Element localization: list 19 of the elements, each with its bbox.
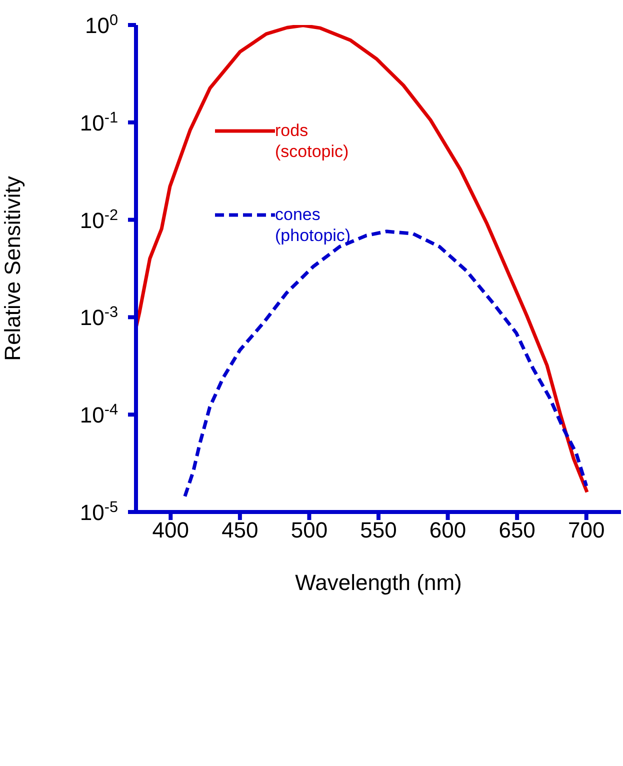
y-tick-label: 10$^{-2}$ — [80, 206, 118, 233]
x-tick-label: 500 — [290, 518, 328, 543]
y-tick-label: 10$^{-5}$ — [80, 498, 118, 525]
y-tick-label: 10$^{-4}$ — [80, 401, 118, 428]
y-tick-label: 10$^{-3}$ — [80, 304, 118, 330]
y-tick-label: 10$^{0}$ — [84, 12, 118, 38]
y-axis-title: Relative Sensitivity — [0, 176, 25, 361]
legend-label: cones (photopic) — [275, 204, 352, 246]
line-series — [136, 25, 589, 494]
y-tick-label: 10$^{-1}$ — [80, 108, 118, 136]
x-tick-label: 550 — [360, 518, 397, 543]
x-tick-label: 700 — [568, 518, 605, 543]
x-tick-label: 600 — [429, 518, 466, 543]
x-tick-label: 400 — [152, 518, 189, 543]
x-tick-label: 450 — [222, 518, 258, 543]
line-series — [183, 230, 588, 498]
x-axis-title: Wavelength (nm) — [295, 570, 462, 595]
legend-label: rods (scotopic) — [275, 120, 350, 162]
x-tick-label: 650 — [498, 518, 536, 543]
